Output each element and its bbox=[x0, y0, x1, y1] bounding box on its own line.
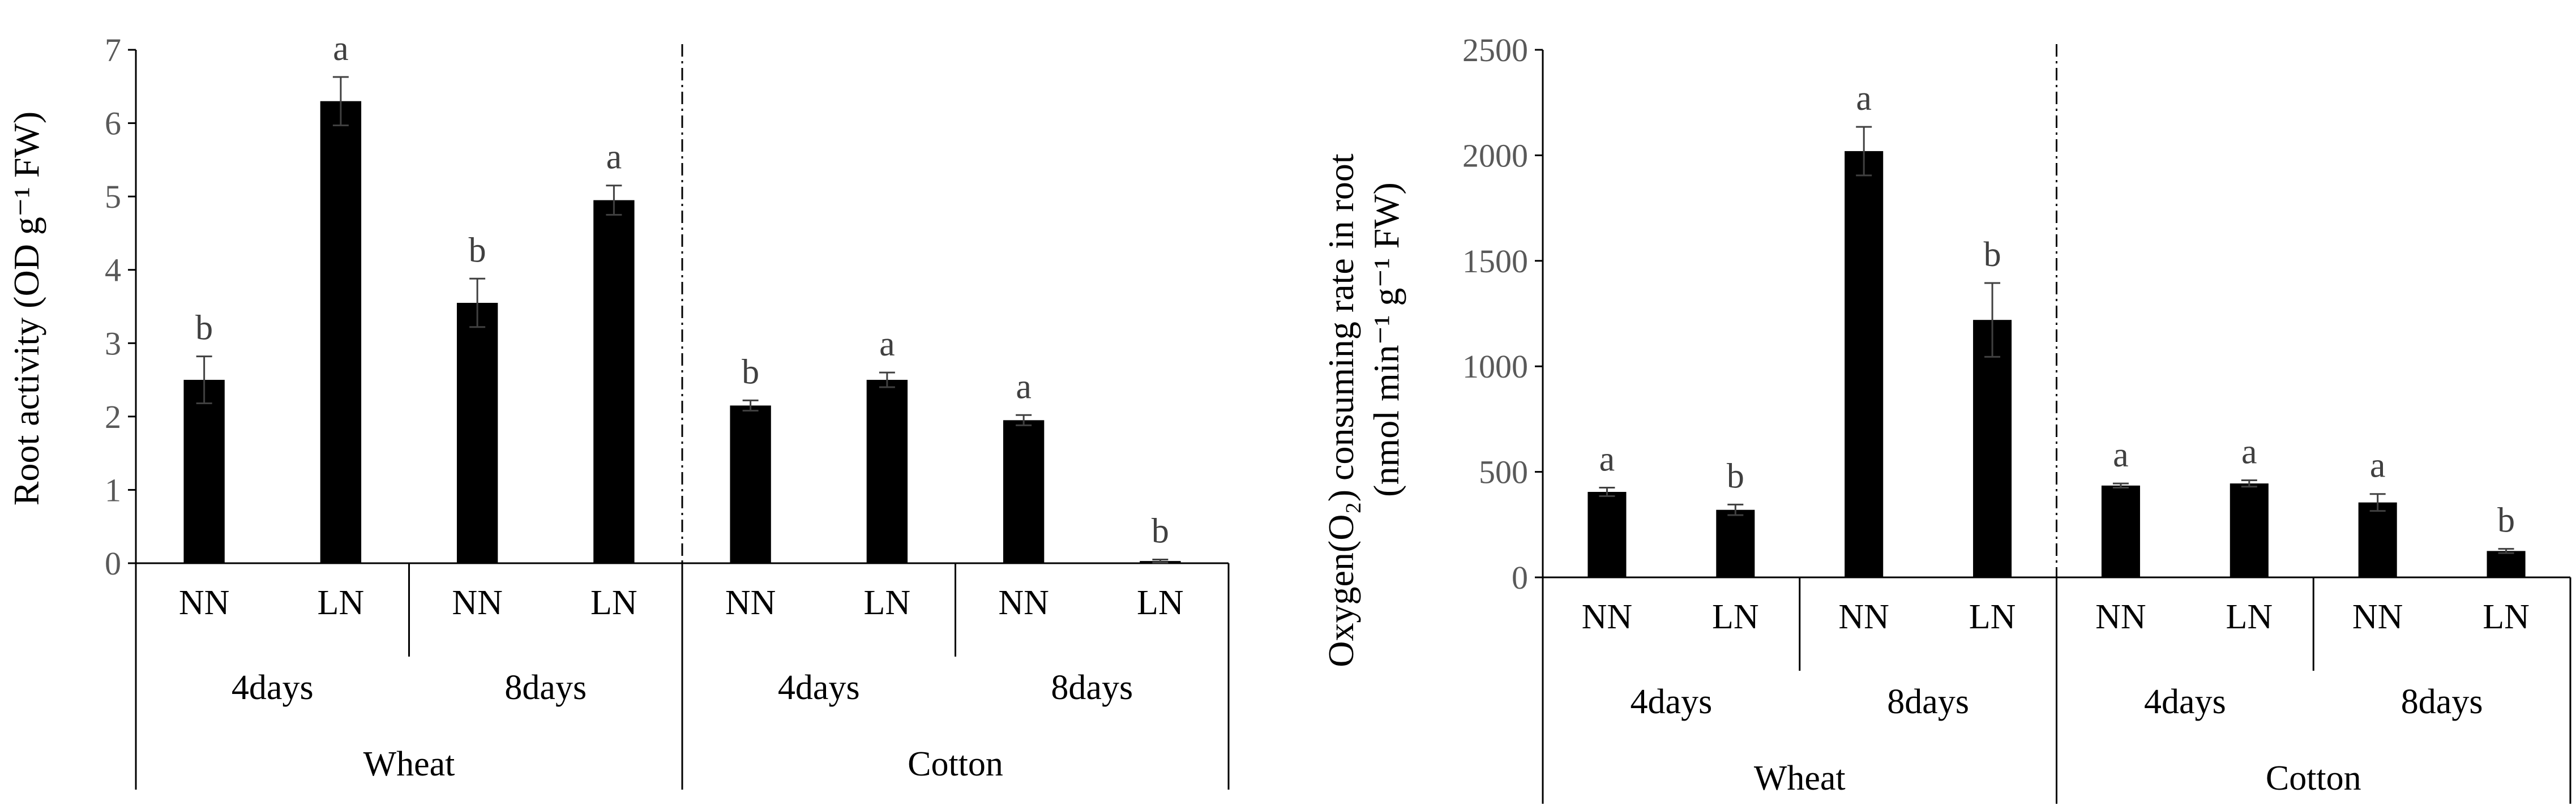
y-axis-title: Root activity (OD g⁻¹ FW) bbox=[6, 112, 46, 505]
species-group-label: Cotton bbox=[908, 745, 1003, 783]
bar bbox=[593, 200, 635, 563]
bar bbox=[1003, 420, 1045, 563]
significance-label: a bbox=[879, 325, 895, 363]
significance-label: b bbox=[469, 231, 486, 269]
significance-label: a bbox=[1856, 79, 1872, 118]
time-group-label: 8days bbox=[2401, 683, 2483, 721]
species-group-label: Wheat bbox=[363, 745, 455, 783]
bar bbox=[1587, 492, 1627, 577]
bar bbox=[2358, 502, 2397, 577]
y-tick-label: 2 bbox=[105, 398, 121, 435]
category-label: LN bbox=[1712, 598, 1759, 636]
bar bbox=[730, 405, 771, 563]
bar bbox=[866, 380, 908, 563]
category-label: NN bbox=[725, 584, 776, 622]
time-group-label: 8days bbox=[1887, 683, 1969, 721]
category-label: LN bbox=[2226, 598, 2273, 636]
y-tick-label: 1000 bbox=[1462, 348, 1528, 385]
y-tick-label: 0 bbox=[1512, 559, 1528, 596]
category-label: NN bbox=[2095, 598, 2146, 636]
significance-label: b bbox=[195, 309, 213, 348]
bar bbox=[1973, 320, 2012, 577]
category-label: LN bbox=[2483, 598, 2530, 636]
y-tick-label: 500 bbox=[1479, 454, 1528, 491]
significance-label: b bbox=[1152, 512, 1169, 551]
y-tick-label: 7 bbox=[105, 32, 121, 68]
category-label: LN bbox=[1969, 598, 2016, 636]
y-tick-label: 1500 bbox=[1462, 243, 1528, 280]
species-group-label: Cotton bbox=[2266, 759, 2361, 798]
category-label: NN bbox=[1582, 598, 1633, 636]
significance-label: b bbox=[2497, 502, 2515, 540]
category-label: LN bbox=[318, 584, 365, 622]
y-tick-label: 4 bbox=[105, 252, 121, 289]
significance-label: b bbox=[1984, 235, 2001, 274]
significance-label: a bbox=[2241, 433, 2257, 472]
bar bbox=[2487, 551, 2526, 577]
bar bbox=[320, 101, 362, 563]
y-axis-title-line2: (nmol min⁻¹ g⁻¹ FW) bbox=[1366, 182, 1406, 497]
significance-label: a bbox=[606, 138, 622, 177]
category-label: LN bbox=[864, 584, 911, 622]
time-group-label: 4days bbox=[232, 668, 314, 707]
significance-label: b bbox=[742, 353, 759, 391]
significance-label: b bbox=[1727, 457, 1744, 495]
bar bbox=[183, 380, 225, 563]
category-label: NN bbox=[998, 584, 1049, 622]
time-group-label: 8days bbox=[1051, 668, 1133, 707]
significance-label: a bbox=[333, 29, 349, 68]
species-group-label: Wheat bbox=[1754, 759, 1846, 798]
y-tick-label: 2000 bbox=[1462, 137, 1528, 174]
y-tick-label: 2500 bbox=[1462, 32, 1528, 68]
y-tick-label: 5 bbox=[105, 178, 121, 215]
y-axis-title-line1: Oxygen(O₂) consuming rate in root bbox=[1321, 153, 1361, 667]
y-tick-label: 3 bbox=[105, 325, 121, 362]
time-group-label: 4days bbox=[1631, 683, 1713, 721]
category-label: NN bbox=[452, 584, 503, 622]
y-tick-label: 0 bbox=[105, 545, 121, 582]
bar bbox=[2101, 485, 2140, 577]
time-group-label: 4days bbox=[778, 668, 860, 707]
category-label: NN bbox=[1838, 598, 1889, 636]
category-label: LN bbox=[590, 584, 637, 622]
significance-label: a bbox=[1599, 440, 1615, 479]
chart-panel-1: 0 1 2 3 4 5 6 7 b NN a LN b NN a LN b NN a LN a NN b LN 4days 8da… bbox=[105, 29, 1230, 790]
time-group-label: 8days bbox=[504, 668, 587, 707]
y-tick-label: 6 bbox=[105, 105, 121, 142]
bar bbox=[456, 303, 498, 563]
chart-panel-2: 0 500 1000 1500 2000 2500 a NN b LN a NN b LN a NN a LN a N… bbox=[1462, 32, 2571, 804]
category-label: LN bbox=[1137, 584, 1184, 622]
bar bbox=[2230, 483, 2269, 577]
category-label: NN bbox=[2352, 598, 2403, 636]
significance-label: a bbox=[1016, 367, 1032, 406]
category-label: NN bbox=[179, 584, 230, 622]
y-tick-label: 1 bbox=[105, 472, 121, 508]
bar bbox=[1716, 509, 1755, 577]
time-group-label: 4days bbox=[2144, 683, 2226, 721]
bar bbox=[1845, 151, 1884, 578]
significance-label: a bbox=[2370, 447, 2386, 485]
significance-label: a bbox=[2113, 436, 2129, 474]
